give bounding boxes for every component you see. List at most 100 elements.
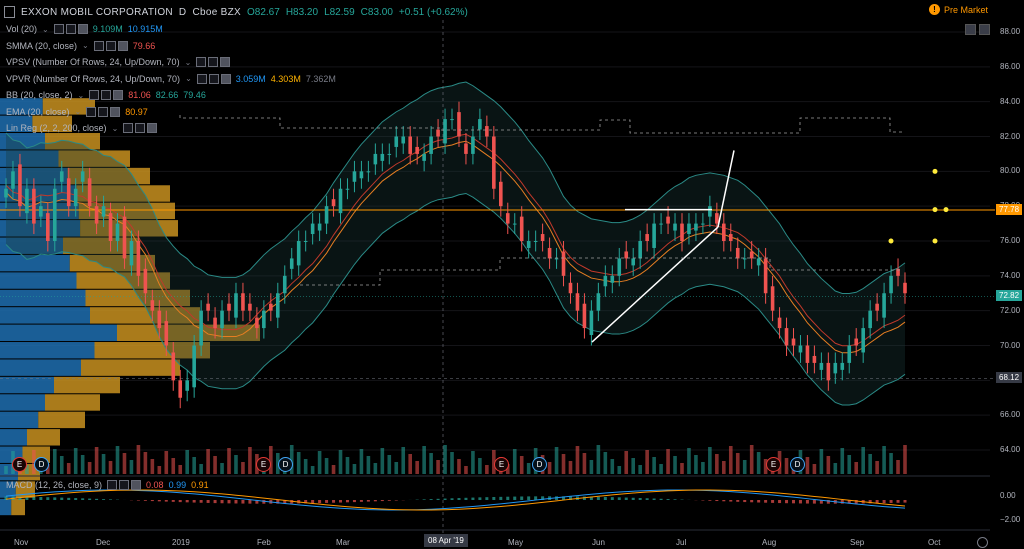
macd-histogram [840, 500, 844, 504]
chevron-down-icon[interactable]: ⌄ [184, 57, 192, 67]
volume-bar [784, 458, 789, 474]
change-value: +0.51 (+0.62%) [398, 6, 468, 18]
candle-body [631, 258, 636, 266]
symbol-header: EXXON MOBIL CORPORATION D Cboe BZX O82.6… [4, 4, 468, 20]
interval[interactable]: D [178, 6, 187, 18]
indicator-label[interactable]: Vol (20) [6, 24, 38, 34]
indicator-value: 79.46 [183, 90, 206, 100]
dividend-marker[interactable]: D [278, 457, 293, 472]
volume-bar [150, 459, 155, 474]
gear-icon [135, 123, 146, 133]
earnings-marker[interactable]: E [12, 457, 27, 472]
indicator-label[interactable]: SMMA (20, close) [6, 40, 78, 51]
candle-body [826, 362, 831, 381]
macd-buttons[interactable] [107, 480, 142, 490]
dividend-marker[interactable]: D [790, 457, 805, 472]
settings-icon[interactable] [979, 24, 990, 35]
chevron-down-icon[interactable]: ⌄ [82, 41, 89, 50]
indicator-label[interactable]: EMA (20, close) [6, 106, 70, 117]
volume-profile-down [32, 115, 72, 133]
dividend-marker[interactable]: D [532, 457, 547, 472]
chevron-down-icon[interactable]: ⌄ [111, 123, 119, 133]
candle-body [680, 223, 684, 241]
volume-bar [415, 461, 419, 474]
chevron-down-icon[interactable]: ⌄ [77, 90, 85, 100]
macd-histogram [359, 500, 363, 502]
candle-body [206, 303, 210, 311]
volume-bar [331, 465, 336, 474]
dividend-marker[interactable]: D [34, 457, 49, 472]
volume-bar [547, 462, 552, 474]
macd-histogram [631, 497, 635, 500]
macd-label[interactable]: MACD (12, 26, close, 9) [6, 480, 103, 490]
volume-bar [324, 458, 329, 474]
indicator-buttons[interactable] [53, 24, 88, 34]
macd-histogram [485, 497, 489, 500]
symbol-title[interactable]: EXXON MOBIL CORPORATION [21, 6, 173, 18]
volume-bar [234, 455, 238, 474]
premarket-badge[interactable]: ! Pre Market [929, 4, 988, 15]
indicator-4: BB (20, close, 2) ⌄ 81.06 82.66 79.46 [6, 88, 206, 102]
volume-profile-up [0, 429, 27, 446]
volume-bar [436, 460, 440, 474]
candle-body [4, 188, 8, 198]
candle-body [694, 223, 698, 231]
candle-body [756, 258, 761, 266]
volume-bar [32, 450, 36, 474]
earnings-marker[interactable]: E [256, 457, 271, 472]
macd-histogram [136, 500, 140, 501]
macd-histogram [255, 500, 259, 504]
macd-histogram [4, 496, 8, 500]
macd-histogram [624, 497, 628, 500]
indicator-label[interactable]: BB (20, close, 2) [6, 90, 73, 100]
macd-histogram [582, 496, 586, 500]
axis-settings-icon[interactable] [977, 537, 988, 548]
candle-body [408, 136, 413, 154]
macd-histogram [213, 500, 217, 504]
candle-body [798, 345, 803, 353]
volume-bar [25, 465, 29, 474]
indicator-buttons[interactable] [196, 73, 231, 84]
volume-profile-up [0, 98, 43, 115]
volume-bar [46, 464, 50, 474]
volume-bar [694, 455, 698, 474]
candle-body [568, 282, 573, 294]
volume-bar [317, 451, 322, 474]
chevron-down-icon[interactable]: ⌄ [42, 24, 49, 34]
volume-bar [861, 447, 865, 474]
volume-bar [345, 457, 350, 474]
collapse-icon[interactable] [965, 24, 976, 35]
chevron-down-icon[interactable]: ⌄ [74, 107, 82, 116]
indicator-label[interactable]: VPVR (Number Of Rows, 24, Up/Down, 70) [6, 73, 181, 84]
candle-body [715, 213, 719, 224]
indicator-buttons[interactable] [123, 123, 158, 133]
indicator-5: EMA (20, close) ⌄ 80.97 [6, 105, 148, 119]
macd-histogram [610, 497, 614, 500]
volume-bar [617, 466, 622, 474]
indicator-label[interactable]: VPSV (Number Of Rows, 24, Up/Down, 70) [6, 57, 180, 67]
volume-bar [763, 459, 768, 474]
indicator-buttons[interactable] [196, 57, 231, 67]
chevron-down-icon[interactable]: ⌄ [185, 74, 192, 83]
indicator-buttons[interactable] [86, 106, 121, 117]
candle-body [492, 136, 496, 189]
indicator-label[interactable]: Lin Reg (2, 2, 200, close) [6, 123, 107, 133]
indicator-buttons[interactable] [93, 40, 128, 51]
bollinger-upper [5, 81, 906, 294]
volume-bar [206, 449, 210, 474]
macd-histogram [143, 500, 147, 501]
earnings-marker[interactable]: E [766, 457, 781, 472]
earnings-marker[interactable]: E [494, 457, 509, 472]
volume-profile-up [0, 220, 81, 237]
macd-histogram [805, 500, 809, 504]
close-icon [77, 24, 88, 34]
candle-body [199, 310, 203, 346]
volume-bar [387, 455, 392, 474]
candle-body [666, 216, 670, 224]
indicator-buttons[interactable] [89, 90, 124, 100]
candle-body [882, 293, 886, 318]
close-icon [131, 480, 142, 490]
price-tag: 68.12 [996, 372, 1023, 384]
macd-histogram [778, 500, 782, 504]
